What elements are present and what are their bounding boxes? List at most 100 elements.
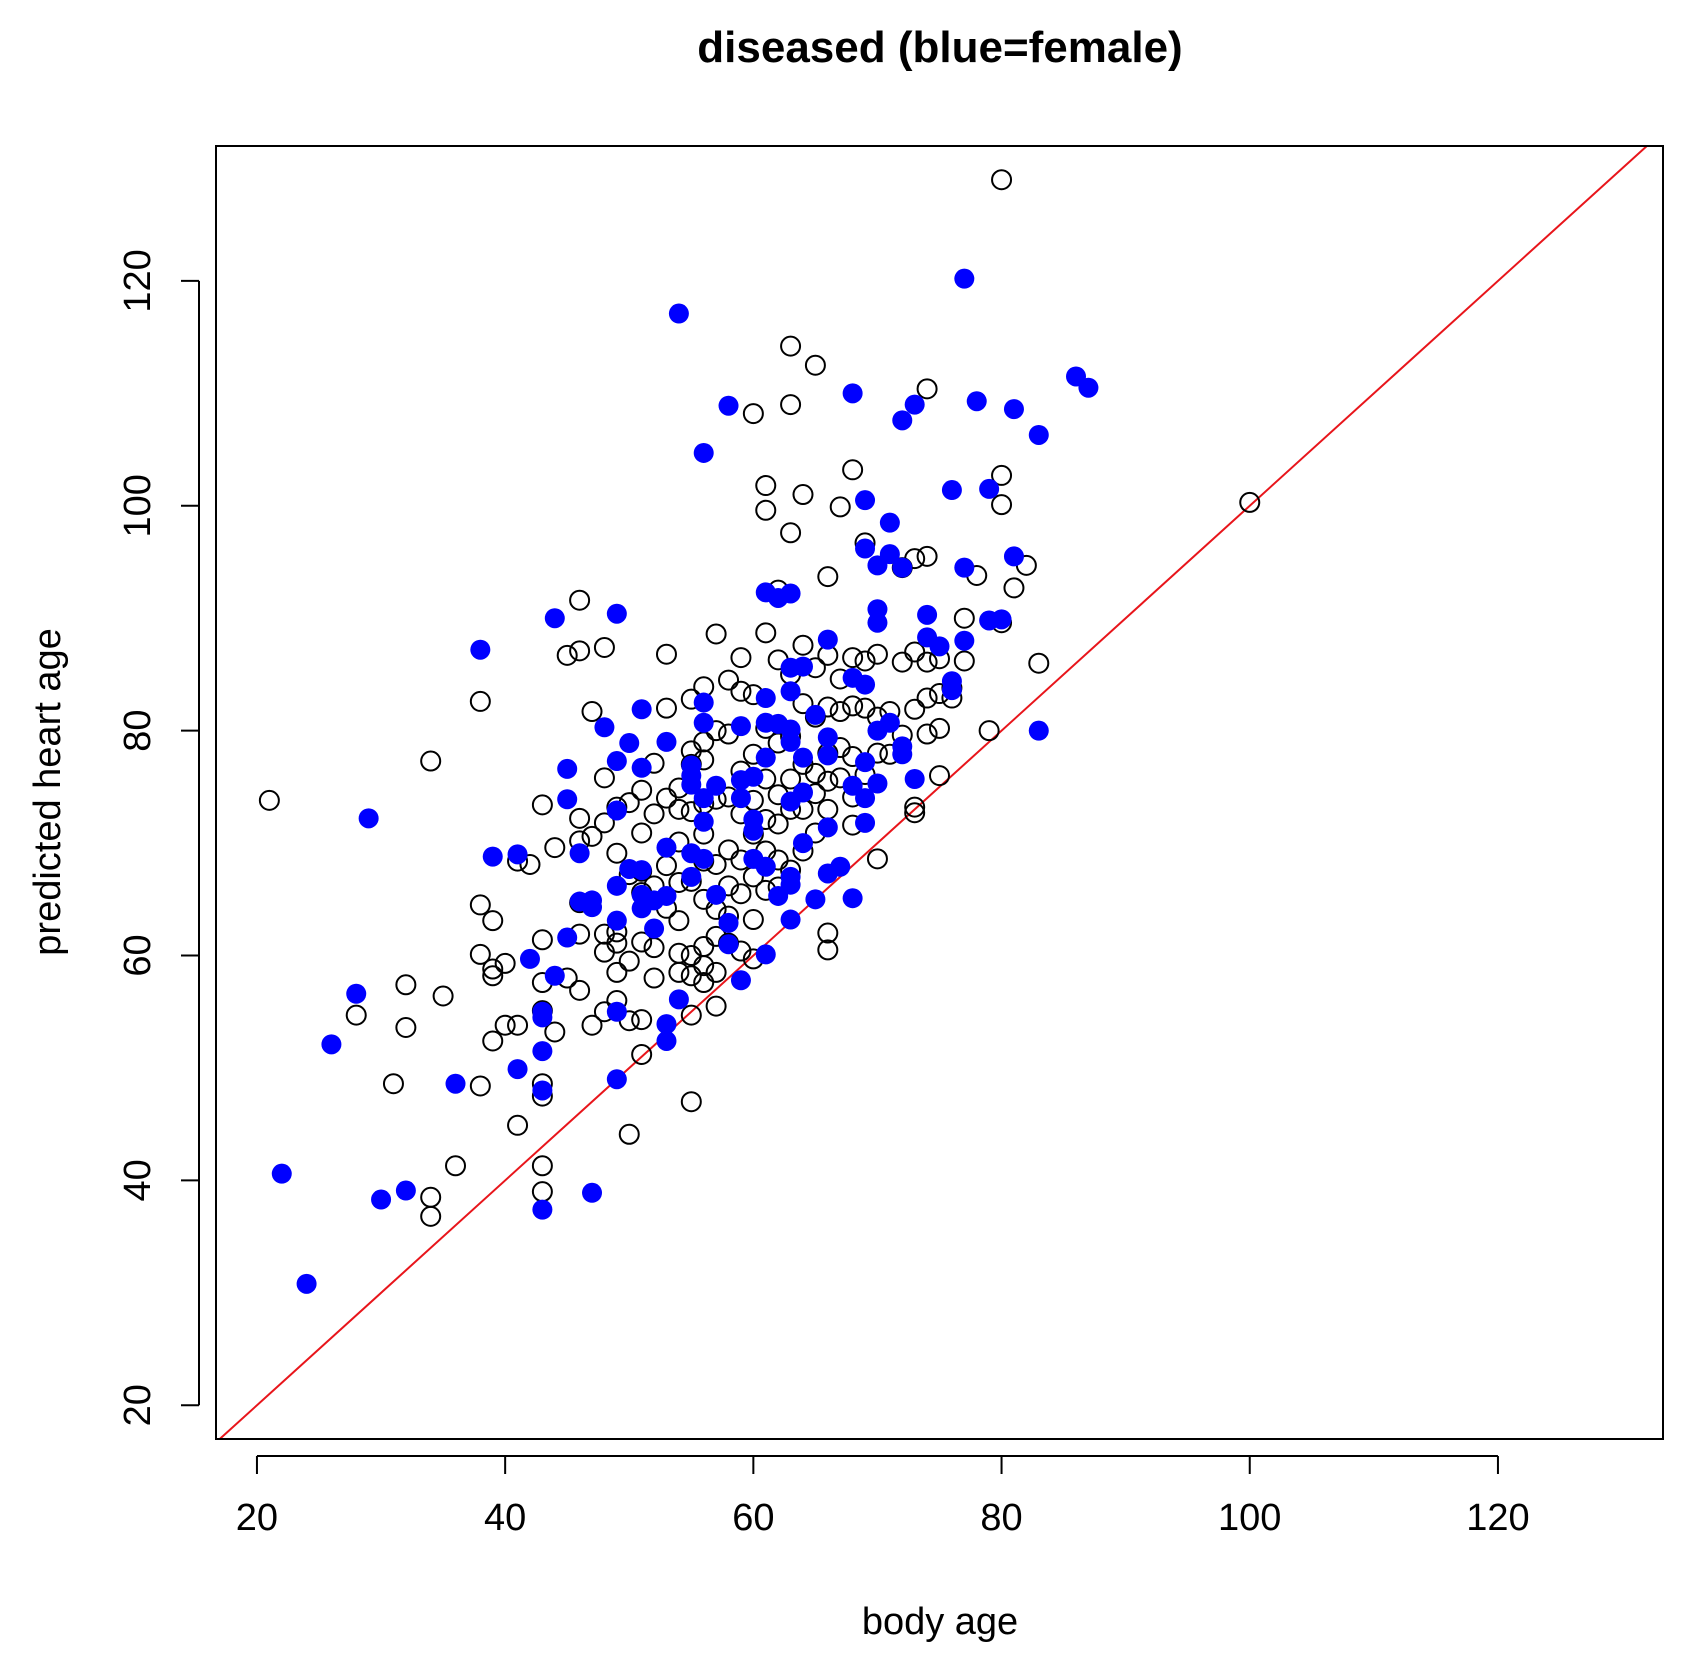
data-point — [991, 494, 1013, 516]
data-point — [718, 934, 739, 955]
data-point — [706, 775, 727, 796]
data-point — [271, 1163, 292, 1184]
data-point — [817, 727, 838, 748]
data-point — [321, 1034, 342, 1055]
data-point — [966, 391, 987, 412]
data-point — [482, 910, 504, 932]
data-point — [606, 961, 628, 983]
data-point — [953, 650, 975, 672]
data-point — [494, 952, 516, 974]
data-point — [817, 566, 839, 588]
data-point — [655, 855, 677, 877]
data-point — [842, 459, 864, 481]
data-point — [991, 609, 1012, 630]
data-point — [693, 731, 715, 753]
data-point — [680, 945, 702, 967]
data-point — [780, 522, 802, 544]
data-point — [469, 943, 491, 965]
data-point — [656, 1030, 677, 1051]
data-point — [706, 884, 727, 905]
data-point — [718, 912, 739, 933]
data-point — [854, 650, 876, 672]
data-point — [656, 1014, 677, 1035]
data-point — [805, 889, 826, 910]
data-point — [718, 395, 739, 416]
data-point — [668, 798, 690, 820]
y-axis: 20 40 60 80 100 120 — [117, 249, 200, 1426]
data-point — [842, 647, 864, 669]
data-point — [1003, 399, 1024, 420]
data-point — [631, 757, 652, 778]
data-point — [904, 394, 925, 415]
data-point — [594, 717, 615, 738]
data-point — [817, 745, 838, 766]
data-point — [879, 544, 900, 565]
data-point — [681, 866, 702, 887]
data-point — [680, 1004, 702, 1026]
data-point — [544, 608, 565, 629]
data-point — [742, 909, 764, 931]
x-tick-label: 20 — [236, 1497, 278, 1539]
data-point — [904, 796, 926, 818]
data-point — [618, 950, 640, 972]
data-point — [531, 1155, 553, 1177]
data-point — [693, 712, 714, 733]
data-point — [730, 647, 752, 669]
data-point — [855, 788, 876, 809]
data-point — [519, 853, 541, 875]
data-point — [681, 774, 702, 795]
data-point — [1028, 652, 1050, 674]
data-point — [531, 794, 553, 816]
x-tick-label: 80 — [980, 1497, 1022, 1539]
data-point — [371, 1189, 392, 1210]
data-point — [469, 894, 491, 916]
data-point — [655, 643, 677, 665]
data-point — [829, 496, 851, 518]
data-point — [978, 720, 1000, 742]
data-point — [730, 788, 751, 809]
data-point — [743, 766, 764, 787]
data-point — [780, 335, 802, 357]
data-point — [420, 750, 442, 772]
data-point — [519, 948, 540, 969]
data-point — [593, 812, 615, 834]
data-point — [742, 403, 764, 425]
x-tick-label: 100 — [1218, 1497, 1281, 1539]
data-point — [606, 800, 627, 821]
data-point — [655, 697, 677, 719]
data-point — [817, 817, 838, 838]
data-point — [941, 480, 962, 501]
data-point — [805, 704, 826, 725]
data-point — [780, 731, 801, 752]
data-point — [606, 910, 627, 931]
data-point — [954, 268, 975, 289]
data-point — [855, 490, 876, 511]
data-point — [755, 475, 777, 497]
data-point — [469, 1075, 491, 1097]
data-point — [867, 773, 888, 794]
data-point — [358, 808, 379, 829]
data-point — [693, 972, 715, 994]
data-point — [668, 303, 689, 324]
data-point — [730, 883, 752, 905]
y-tick-label: 120 — [117, 249, 159, 312]
data-point — [730, 716, 751, 737]
data-point — [892, 410, 913, 431]
data-point — [581, 1014, 603, 1036]
data-point — [755, 944, 776, 965]
data-point — [892, 744, 913, 765]
data-point — [854, 697, 876, 719]
data-point — [1028, 720, 1049, 741]
data-point — [804, 762, 826, 784]
data-point — [469, 690, 491, 712]
data-point — [855, 538, 876, 559]
data-point — [916, 687, 938, 709]
data-point — [606, 842, 628, 864]
data-point — [544, 965, 565, 986]
data-point — [1239, 491, 1261, 513]
data-point — [780, 909, 801, 930]
data-point — [1003, 577, 1025, 599]
data-point — [532, 1080, 553, 1101]
data-point — [531, 929, 553, 951]
data-point — [767, 813, 789, 835]
